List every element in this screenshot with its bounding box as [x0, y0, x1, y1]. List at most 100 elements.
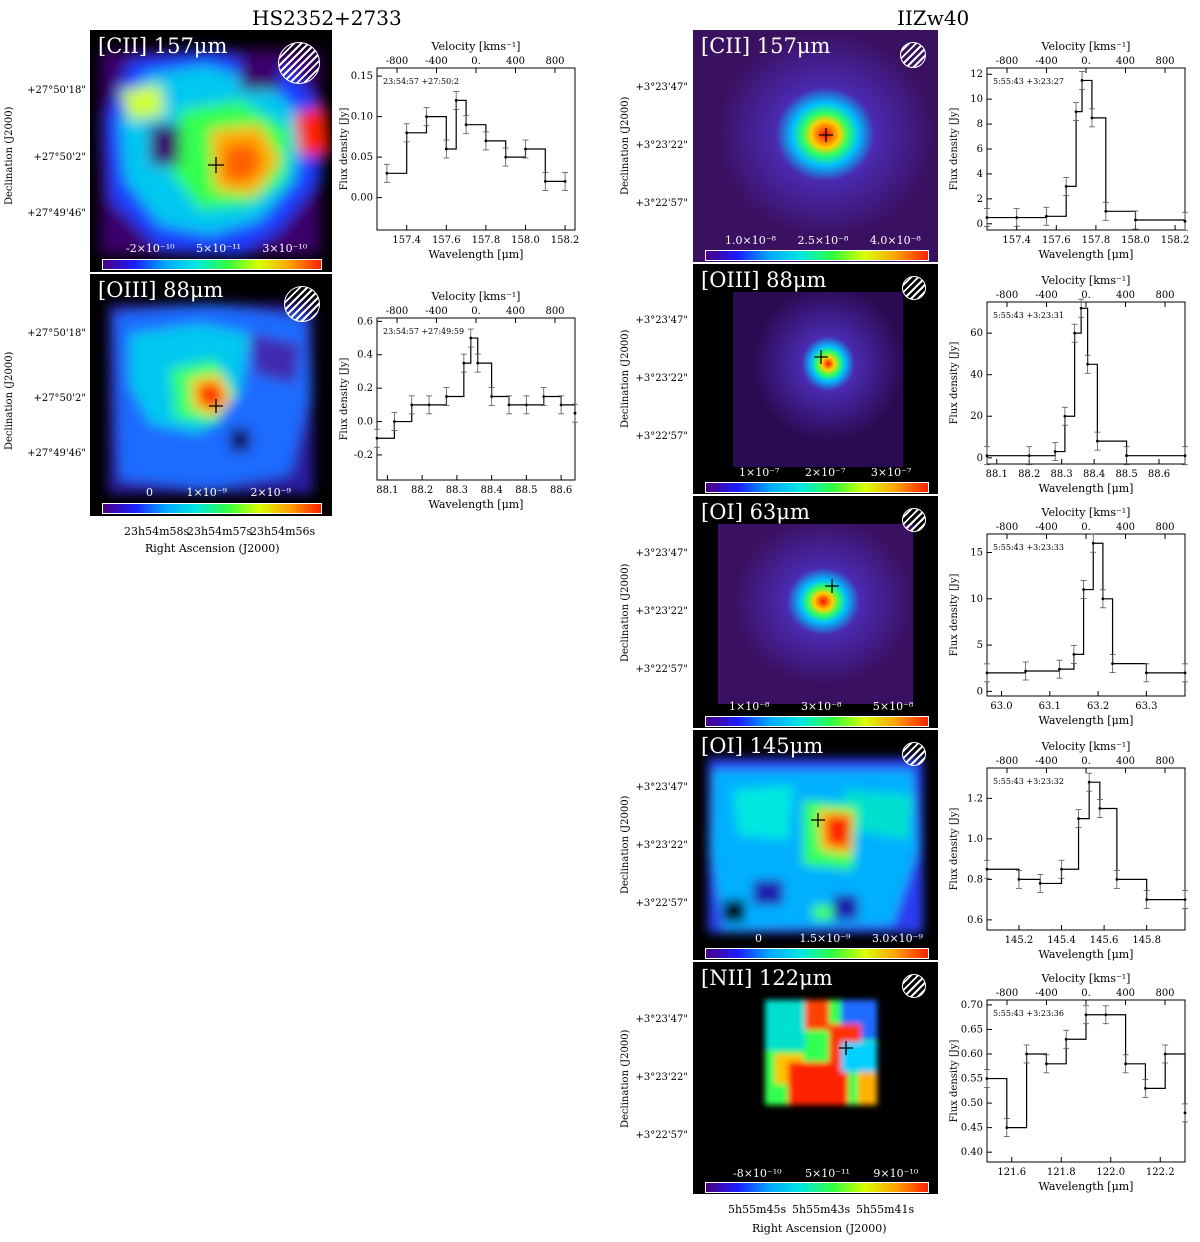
data-point	[1064, 1037, 1068, 1041]
colorbar-tick: 2.5×10⁻⁸	[797, 234, 849, 247]
colorbar-tick: 1×10⁻⁷	[739, 466, 780, 479]
data-point	[462, 361, 466, 365]
colorbar-tick: 5×10⁻¹¹	[196, 242, 241, 255]
beam-icon	[902, 742, 926, 766]
data-point	[392, 420, 396, 423]
dec-tick: +27°49'46"	[27, 208, 86, 219]
data-point	[524, 403, 528, 407]
v-tick-label: 400	[506, 56, 525, 67]
y-tick-label: 15	[970, 548, 983, 559]
x-tick-label: 122.0	[1096, 1167, 1125, 1178]
data-point	[1115, 877, 1119, 881]
wavelength-axis-label: Wavelength [μm]	[1039, 248, 1134, 261]
data-point	[1025, 1052, 1028, 1056]
coordinate-label: 23:54:57 +27:49:59	[383, 327, 464, 336]
x-tick-label: 88.3	[446, 485, 468, 496]
hs-cii-spectrum: 157.4 157.6 157.8 158.0 158.2 0.00 0.05 0.10 0.1…	[335, 30, 585, 274]
v-tick-label: -800	[386, 306, 408, 317]
colorbar-tick: 3×10⁻⁸	[800, 700, 842, 713]
coordinate-label: 5:55:43 +3:23:36	[993, 1009, 1064, 1018]
velocity-axis-label: Velocity [kms⁻¹]	[431, 40, 521, 53]
colorbar-tick: 1.5×10⁻⁹	[799, 932, 851, 945]
y-tick-label: 0.55	[961, 1074, 983, 1085]
iz-oi63-emission	[718, 524, 913, 704]
spectrum-line	[377, 337, 576, 439]
v-tick-label: 400	[1116, 522, 1135, 533]
v-tick-label: 0.	[1081, 988, 1091, 999]
data-point	[1111, 662, 1114, 665]
v-tick-label: -800	[996, 290, 1018, 301]
data-point	[1038, 882, 1042, 885]
spectrum-plot: 121.6 121.8 122.0 122.2 0.40 0.45 0.50 0.55 0.60…	[949, 972, 1188, 1193]
x-tick-label: 158.0	[1121, 235, 1150, 246]
y-tick-label: 0	[977, 453, 983, 464]
colorbar-tick: 1×10⁻⁸	[729, 700, 770, 713]
y-tick-label: 0.0	[357, 417, 373, 428]
y-tick-label: 6	[977, 144, 983, 155]
data-point	[427, 403, 431, 407]
x-tick-label: 88.2	[411, 485, 433, 496]
crosshair-icon	[825, 579, 839, 593]
data-point	[524, 147, 527, 151]
data-point	[1058, 667, 1061, 671]
dec-tick: +27°49'46"	[27, 448, 86, 459]
coordinate-label: 5:55:43 +3:23:31	[993, 311, 1064, 320]
velocity-axis-label: Velocity [kms⁻¹]	[431, 290, 521, 303]
data-point	[1183, 219, 1187, 223]
flux-axis-label: Flux density [Jy]	[949, 342, 960, 425]
data-point	[375, 436, 379, 440]
data-point	[1095, 439, 1099, 443]
y-tick-label: 20	[970, 411, 983, 422]
x-tick-label: 88.1	[986, 469, 1008, 480]
x-tick-label: 157.6	[1042, 235, 1071, 246]
data-point	[1183, 454, 1187, 458]
data-point	[1125, 454, 1128, 458]
y-tick-label: 12	[970, 69, 983, 80]
map-title: [CII] 157μm	[701, 34, 831, 58]
flux-axis-label: Flux density [Jy]	[949, 574, 960, 657]
beam-icon	[284, 286, 320, 322]
data-point	[1074, 110, 1078, 114]
x-tick-label: 88.2	[1018, 469, 1040, 480]
spectrum-line	[386, 99, 566, 182]
data-point	[1090, 116, 1094, 120]
v-tick-label: 400	[1116, 290, 1135, 301]
y-tick-label: 0.65	[961, 1024, 983, 1035]
coordinate-label: 23:54:57 +27:50:2	[383, 77, 459, 86]
data-point	[444, 147, 448, 151]
spectrum-plot: 145.2 145.4 145.6 145.8 0.6 0.8 1.0 1.2 -800 -400…	[949, 740, 1188, 961]
beam-icon	[902, 974, 926, 998]
data-point	[1079, 306, 1083, 310]
spectrum-plot: 157.4 157.6 157.8 158.0 158.2 0 2 4 6 8 10 12 -800 -4…	[949, 40, 1189, 261]
y-tick-label: 1.2	[967, 793, 983, 804]
ra-tick: 5h55m41s	[856, 1203, 915, 1216]
data-point	[1086, 362, 1090, 366]
x-tick-label: 88.5	[1115, 469, 1137, 480]
x-tick-label: 145.2	[1005, 935, 1034, 946]
colorbar-tick: 2×10⁻⁷	[804, 466, 846, 479]
data-point	[425, 115, 428, 118]
spectrum-line	[987, 79, 1186, 222]
colorbar-tick: -2×10⁻¹⁰	[126, 242, 175, 255]
x-tick-label: 145.4	[1047, 935, 1076, 946]
data-point	[573, 411, 577, 415]
crosshair-icon	[839, 1041, 853, 1055]
data-point	[1064, 184, 1068, 188]
plot-frame	[986, 67, 1186, 231]
dec-tick: +3°22'57"	[635, 898, 688, 909]
colorbar-tick: 3.0×10⁻⁹	[871, 932, 923, 945]
iz-oiii-spectrum: 88.1 88.2 88.3 88.4 88.5 88.6 0 20 40 60 -800 -400 0…	[945, 264, 1195, 508]
data-point	[1082, 588, 1085, 591]
wavelength-axis-label: Wavelength [μm]	[1039, 482, 1134, 495]
data-point	[476, 361, 480, 365]
iz-oi63-spectrum: 63.0 63.1 63.2 63.3 0 5 10 15 -800 -400 0. 400 800 Ve…	[945, 496, 1195, 740]
map-title: [OIII] 88μm	[98, 278, 224, 302]
x-tick-label: 88.6	[550, 485, 572, 496]
colorbar	[102, 259, 322, 270]
data-point	[405, 131, 409, 135]
data-point	[1145, 898, 1149, 902]
colorbar-tick: 0	[755, 932, 762, 945]
v-tick-label: 400	[1116, 988, 1135, 999]
x-tick-label: 63.1	[1039, 701, 1061, 712]
spectrum-line	[987, 307, 1185, 457]
